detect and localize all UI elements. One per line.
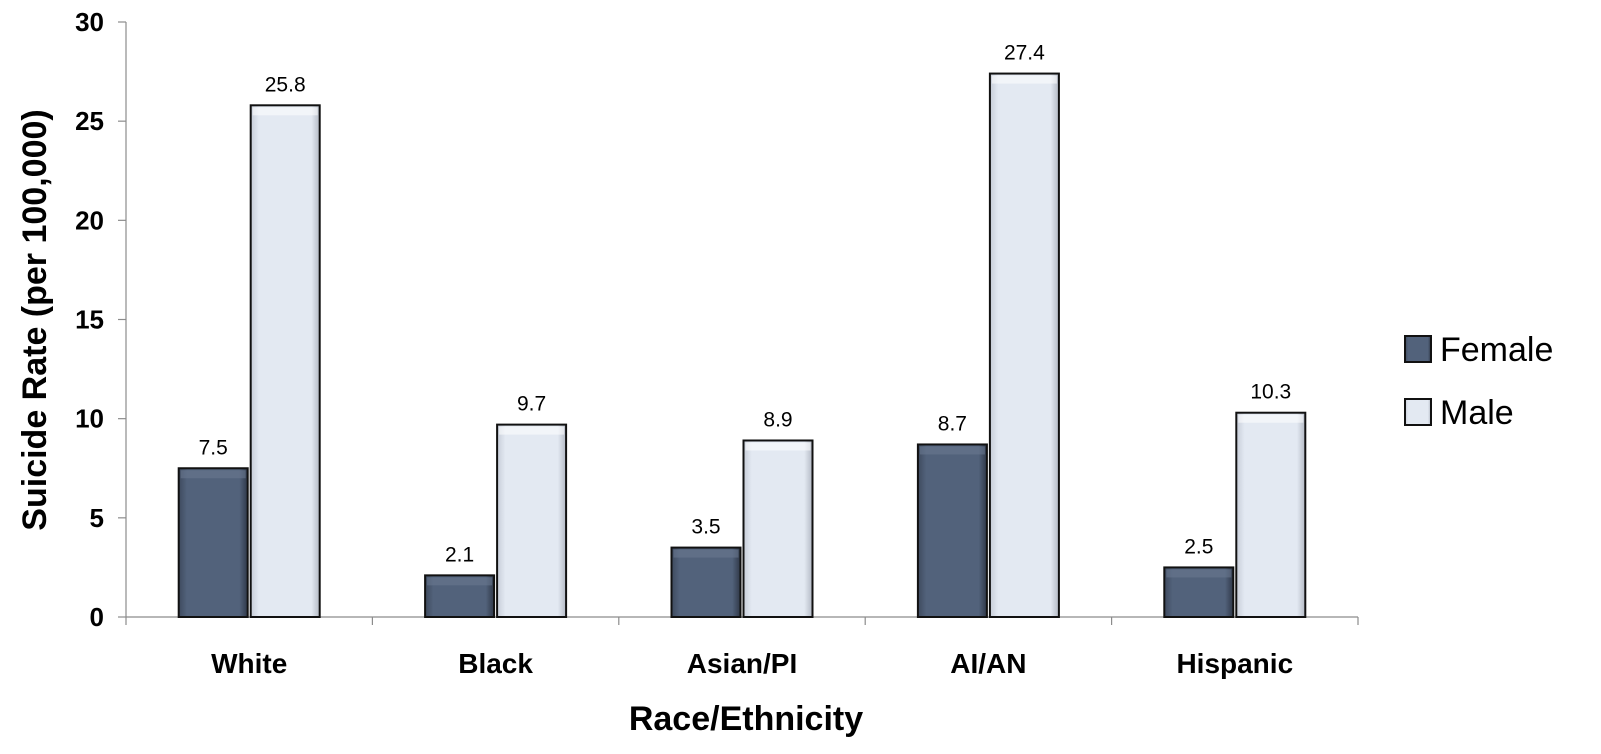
bar-female-asian-pi bbox=[670, 546, 742, 618]
data-label: 27.4 bbox=[1004, 42, 1045, 65]
legend-label-male: Male bbox=[1440, 394, 1514, 432]
y-tick-label: 15 bbox=[75, 305, 104, 335]
bar-female-white bbox=[177, 467, 249, 618]
bar-highlight bbox=[499, 426, 565, 435]
x-tick-label: Black bbox=[458, 648, 533, 679]
legend-label-female: Female bbox=[1440, 331, 1553, 369]
legend-swatch-female bbox=[1404, 335, 1432, 363]
y-tick-label: 0 bbox=[90, 602, 104, 632]
y-tick-label: 25 bbox=[75, 106, 104, 136]
bar-male-ai-an bbox=[988, 72, 1060, 619]
bar-highlight bbox=[991, 75, 1057, 84]
bar-female-ai-an bbox=[916, 443, 988, 619]
bar-male-white bbox=[249, 104, 321, 619]
x-tick-label: Asian/PI bbox=[687, 648, 797, 679]
bar-highlight bbox=[180, 470, 246, 479]
data-label: 10.3 bbox=[1250, 381, 1291, 404]
y-axis-title: Suicide Rate (per 100,000) bbox=[16, 109, 54, 530]
bar-highlight bbox=[745, 442, 811, 451]
bar-highlight bbox=[1238, 414, 1304, 423]
bar-male-hispanic bbox=[1235, 411, 1307, 619]
data-label: 2.1 bbox=[445, 543, 474, 566]
data-label: 9.7 bbox=[517, 393, 546, 416]
bar-male-asian-pi bbox=[742, 439, 814, 618]
bar-highlight bbox=[1166, 569, 1232, 578]
bar-highlight bbox=[919, 446, 985, 455]
bar-highlight bbox=[427, 577, 493, 586]
data-label: 25.8 bbox=[265, 73, 306, 96]
data-label: 8.7 bbox=[938, 412, 967, 435]
x-tick-label: AI/AN bbox=[950, 648, 1026, 679]
y-tick-label: 10 bbox=[75, 404, 104, 434]
bar-highlight bbox=[673, 549, 739, 558]
y-tick-label: 5 bbox=[90, 503, 104, 533]
bar-male-black bbox=[496, 423, 568, 618]
x-axis-title: Race/Ethnicity bbox=[629, 700, 863, 738]
y-tick-label: 30 bbox=[75, 7, 104, 37]
bar-highlight bbox=[252, 107, 318, 116]
data-label: 3.5 bbox=[691, 516, 720, 539]
legend: Female Male bbox=[1404, 331, 1553, 432]
x-tick-label: White bbox=[211, 648, 287, 679]
data-label: 2.5 bbox=[1184, 535, 1213, 558]
plot-area: 0 5 10 15 20 25 30 7.5 25.8 White 2.1 9.7 Black 3.5 8.… bbox=[75, 7, 1359, 679]
y-tick-label: 20 bbox=[75, 205, 104, 235]
data-label: 8.9 bbox=[763, 408, 792, 431]
data-label: 7.5 bbox=[199, 436, 228, 459]
legend-swatch-male bbox=[1404, 398, 1432, 426]
x-tick-label: Hispanic bbox=[1176, 648, 1293, 679]
